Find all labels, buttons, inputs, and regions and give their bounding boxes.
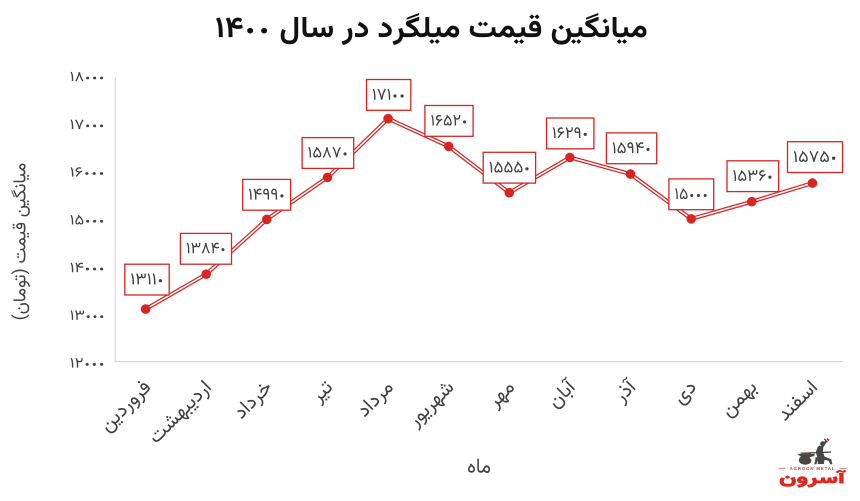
svg-text:AGROON METAL: AGROON METAL	[790, 466, 836, 471]
